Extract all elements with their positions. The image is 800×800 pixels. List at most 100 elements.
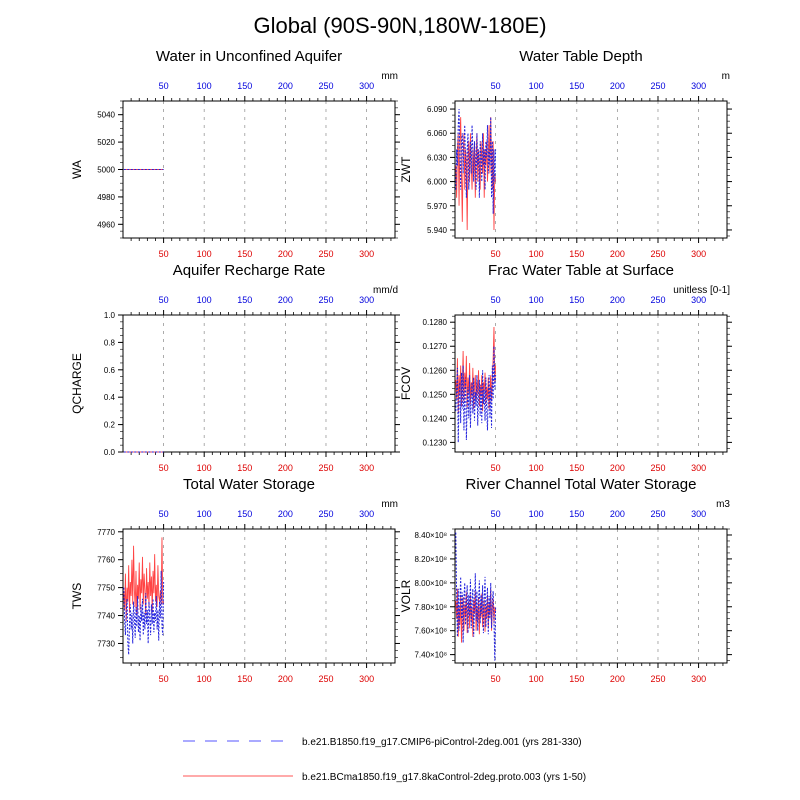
y-tick-label: 0.1250 (423, 390, 448, 399)
x-tick-label-bottom: 300 (359, 249, 374, 259)
x-tick-label-bottom: 50 (159, 674, 169, 684)
chart-ylabel: FCOV (399, 367, 413, 400)
chart-title: Total Water Storage (183, 476, 315, 493)
chart-ylabel: WA (70, 160, 84, 179)
x-tick-label-top: 300 (359, 81, 374, 91)
chart-panel-2: Water Table Depth m ZWT 50 50 100 100 150 150 200… (399, 48, 732, 259)
x-tick-label-bottom: 150 (237, 249, 252, 259)
y-tick-label: 6.030 (427, 153, 448, 162)
x-tick-label-top: 300 (359, 295, 374, 305)
x-tick-label-bottom: 50 (159, 249, 169, 259)
y-tick-label: 0.1260 (423, 366, 448, 375)
y-tick-label: 0.1280 (423, 318, 448, 327)
y-tick-label: 5020 (97, 138, 115, 147)
chart-units: m3 (716, 499, 730, 510)
x-tick-label-top: 150 (237, 81, 252, 91)
plot-frame (122, 314, 396, 453)
x-tick-label-bottom: 300 (691, 463, 706, 473)
x-tick-label-bottom: 200 (278, 463, 293, 473)
x-tick-label-bottom: 50 (491, 463, 501, 473)
x-tick-label-bottom: 100 (197, 674, 212, 684)
y-tick-label: 5.940 (427, 226, 448, 235)
x-tick-label-top: 50 (159, 295, 169, 305)
x-tick-label-top: 100 (197, 295, 212, 305)
legend-label-red: b.e21.BCma1850.f19_g17.8kaControl-2deg.p… (302, 772, 586, 783)
x-tick-label-top: 100 (529, 81, 544, 91)
plot-frame (454, 528, 728, 664)
x-tick-label-top: 200 (610, 509, 625, 519)
x-tick-label-top: 50 (491, 509, 501, 519)
y-tick-label: 0.8 (104, 338, 116, 347)
y-tick-label: 0.4 (104, 393, 116, 402)
x-tick-label-top: 250 (650, 81, 665, 91)
x-tick-label-bottom: 100 (197, 249, 212, 259)
x-tick-label-bottom: 200 (610, 463, 625, 473)
x-tick-label-top: 150 (237, 509, 252, 519)
x-tick-label-bottom: 100 (529, 674, 544, 684)
y-tick-label: 7.80×10⁸ (414, 603, 447, 612)
x-tick-label-bottom: 200 (610, 249, 625, 259)
chart-title: Water Table Depth (519, 48, 642, 65)
plot-frame (454, 100, 728, 239)
x-tick-label-top: 50 (491, 81, 501, 91)
x-tick-label-bottom: 150 (569, 249, 584, 259)
chart-units: unitless [0-1] (673, 285, 730, 296)
y-tick-label: 7770 (97, 528, 115, 537)
x-tick-label-top: 100 (529, 295, 544, 305)
y-tick-label: 7750 (97, 584, 115, 593)
x-tick-label-top: 300 (691, 295, 706, 305)
x-tick-label-top: 250 (650, 295, 665, 305)
x-tick-label-bottom: 200 (610, 674, 625, 684)
y-tick-label: 0.2 (104, 421, 116, 430)
x-tick-label-bottom: 300 (359, 463, 374, 473)
chart-title: Frac Water Table at Surface (488, 262, 674, 279)
x-tick-label-bottom: 200 (278, 674, 293, 684)
x-tick-label-bottom: 250 (650, 463, 665, 473)
x-tick-label-bottom: 100 (529, 249, 544, 259)
y-tick-label: 5.970 (427, 202, 448, 211)
chart-title: Water in Unconfined Aquifer (156, 48, 342, 65)
x-tick-label-bottom: 100 (529, 463, 544, 473)
chart-ylabel: QCHARGE (70, 353, 84, 414)
x-tick-label-bottom: 50 (159, 463, 169, 473)
y-tick-label: 0.6 (104, 366, 116, 375)
x-tick-label-bottom: 50 (491, 674, 501, 684)
series-line-blue (455, 346, 497, 443)
plot-frame (122, 100, 396, 239)
y-tick-label: 7740 (97, 612, 115, 621)
x-tick-label-top: 300 (691, 509, 706, 519)
x-tick-label-top: 150 (569, 509, 584, 519)
chart-units: mm/d (373, 285, 398, 296)
x-tick-label-bottom: 250 (650, 674, 665, 684)
x-tick-label-top: 250 (650, 509, 665, 519)
x-tick-label-bottom: 250 (650, 249, 665, 259)
chart-units: mm (381, 71, 398, 82)
plot-frame (454, 314, 728, 453)
y-tick-label: 7760 (97, 556, 115, 565)
figure-title: Global (90S-90N,180W-180E) (253, 13, 546, 38)
chart-title: Aquifer Recharge Rate (173, 262, 326, 279)
x-tick-label-bottom: 250 (318, 249, 333, 259)
x-tick-label-top: 200 (278, 509, 293, 519)
chart-panel-5: Total Water Storage mm TWS 50 50 100 100 150 150… (70, 476, 400, 684)
x-tick-label-bottom: 50 (491, 249, 501, 259)
panels: Water in Unconfined Aquifer mm WA 50 50 100 10… (70, 48, 732, 684)
x-tick-label-bottom: 300 (691, 249, 706, 259)
y-tick-label: 6.090 (427, 105, 448, 114)
x-tick-label-top: 150 (237, 295, 252, 305)
x-tick-label-bottom: 200 (278, 249, 293, 259)
y-tick-label: 7730 (97, 639, 115, 648)
x-tick-label-bottom: 300 (359, 674, 374, 684)
chart-units: mm (381, 499, 398, 510)
x-tick-label-bottom: 250 (318, 463, 333, 473)
x-tick-label-top: 150 (569, 81, 584, 91)
chart-panel-1: Water in Unconfined Aquifer mm WA 50 50 100 10… (70, 48, 400, 259)
series-line-blue (455, 532, 497, 661)
y-tick-label: 4980 (97, 193, 115, 202)
y-tick-label: 6.060 (427, 129, 448, 138)
series-line-blue (123, 570, 165, 655)
x-tick-label-bottom: 250 (318, 674, 333, 684)
x-tick-label-top: 300 (359, 509, 374, 519)
y-tick-label: 0.1270 (423, 342, 448, 351)
x-tick-label-bottom: 150 (569, 463, 584, 473)
